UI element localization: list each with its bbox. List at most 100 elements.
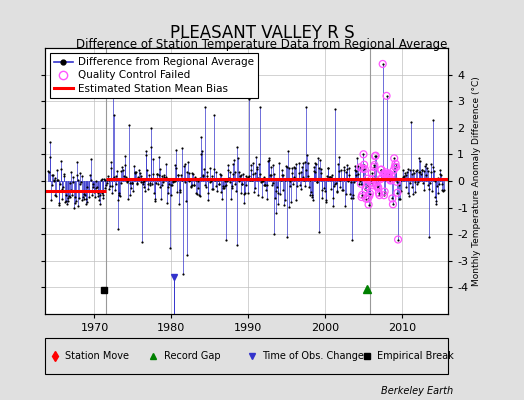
Point [135,167,144,174]
Point [256,170,265,177]
Point [277,176,285,183]
Point [95,201,104,207]
Point [132,170,140,176]
Point [373,182,381,189]
Point [398,174,407,181]
Point [282,163,290,169]
Point [387,172,395,178]
Point [49,171,57,178]
Point [111,187,119,193]
Point [227,185,236,191]
Point [421,162,429,169]
Point [295,170,303,176]
Point [147,144,156,150]
Point [421,172,430,178]
Point [385,170,394,177]
Point [132,169,140,175]
Point [116,180,125,186]
Point [171,162,179,168]
Point [202,184,210,190]
Point [251,170,259,176]
Point [118,167,127,173]
Point [69,173,77,180]
Point [389,201,397,208]
Point [306,176,314,183]
Point [78,196,86,203]
Point [429,164,438,171]
Point [340,167,348,173]
Point [380,192,388,198]
Point [308,193,316,200]
Point [179,271,187,277]
Point [176,189,184,196]
Point [260,174,268,180]
Point [169,178,178,184]
Point [69,179,78,185]
Point [293,176,302,182]
Point [424,182,432,188]
Point [361,166,369,172]
Point [213,176,221,182]
Point [140,184,149,190]
Point [48,172,57,178]
Point [184,170,193,176]
Point [240,200,248,206]
Point [133,181,141,187]
Point [293,183,301,190]
Point [325,173,334,180]
Point [87,177,95,183]
Point [386,177,395,184]
Point [389,167,398,174]
Point [397,177,406,183]
Point [195,192,204,199]
Point [359,151,368,158]
Point [358,166,367,172]
Point [325,174,333,180]
Point [91,194,100,200]
Point [367,176,375,183]
Point [257,193,266,200]
Point [239,190,248,197]
Point [247,162,255,168]
Point [329,203,337,209]
Point [320,185,329,191]
Point [259,182,268,188]
Point [359,151,368,158]
Point [167,181,176,188]
Point [302,103,310,110]
Point [380,188,389,195]
Point [427,169,435,176]
Point [155,172,163,179]
Point [256,103,264,110]
Point [341,203,349,209]
Point [157,196,165,202]
Point [407,170,416,177]
Point [332,180,340,186]
Point [267,164,276,170]
Point [220,185,228,192]
Point [436,171,444,177]
Point [351,167,359,174]
Point [151,196,159,202]
Point [366,190,374,197]
Point [369,182,377,188]
Point [367,176,375,183]
Point [88,192,96,199]
Point [364,202,373,208]
Point [248,177,256,183]
Point [255,161,263,168]
Point [80,196,88,202]
Point [398,176,406,182]
Point [377,166,386,173]
Point [361,186,369,192]
Point [204,190,212,196]
Point [142,147,150,154]
Point [407,119,415,126]
Point [358,192,366,198]
Point [363,176,372,182]
Point [360,162,368,168]
Point [170,178,178,184]
Point [121,152,129,159]
Point [90,189,99,196]
Point [401,170,409,176]
